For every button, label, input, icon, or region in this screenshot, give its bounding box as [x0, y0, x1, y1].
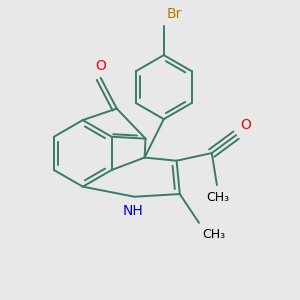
Text: CH₃: CH₃ [207, 191, 230, 205]
Text: Br: Br [167, 7, 182, 21]
Text: O: O [95, 59, 106, 74]
Text: CH₃: CH₃ [202, 228, 225, 241]
Text: NH: NH [122, 204, 143, 218]
Text: O: O [240, 118, 251, 132]
